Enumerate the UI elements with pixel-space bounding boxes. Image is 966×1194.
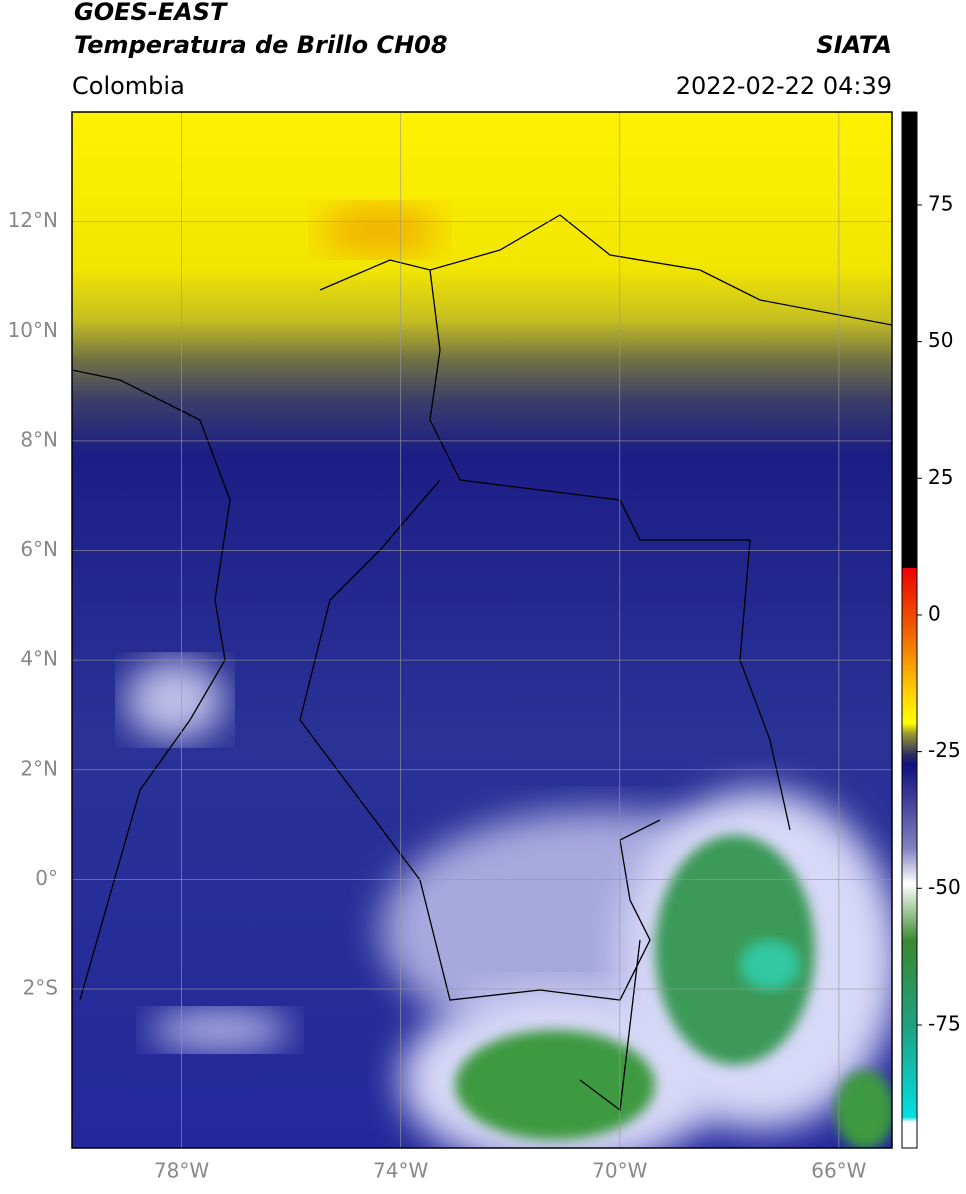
map-image	[72, 112, 892, 1148]
lat-tick-label: 8°N	[20, 427, 58, 451]
datetime: 2022-02-22 04:39	[676, 72, 892, 100]
lon-tick-label: 78°W	[154, 1159, 209, 1183]
lat-tick-label: 2°N	[20, 756, 58, 780]
title: GOES-EAST	[74, 0, 228, 26]
colorbar-tick-label: -25	[928, 738, 961, 762]
colorbar-tick-label: -75	[928, 1011, 961, 1035]
region: Colombia	[72, 72, 185, 100]
subtitle: Temperatura de Brillo CH08	[74, 31, 448, 59]
colorbar	[901, 111, 918, 1149]
colorbar-tick-label: 75	[928, 191, 953, 215]
lon-tick-label: 66°W	[811, 1159, 866, 1183]
map-frame	[71, 111, 893, 1149]
lat-tick-label: 0°	[35, 866, 58, 890]
lon-tick-label: 74°W	[373, 1159, 428, 1183]
colorbar-tick-label: 25	[928, 465, 953, 489]
lat-tick-label: 4°N	[20, 647, 58, 671]
lat-tick-label: 2°S	[23, 976, 58, 1000]
colorbar-tick-label: 50	[928, 328, 953, 352]
lon-tick-label: 70°W	[592, 1159, 647, 1183]
colorbar-tick-label: -50	[928, 875, 961, 899]
colorbar-tick-label: 0	[928, 601, 941, 625]
lat-tick-label: 12°N	[8, 208, 58, 232]
lat-tick-label: 6°N	[20, 537, 58, 561]
lat-tick-label: 10°N	[8, 318, 58, 342]
source: SIATA	[816, 31, 892, 59]
